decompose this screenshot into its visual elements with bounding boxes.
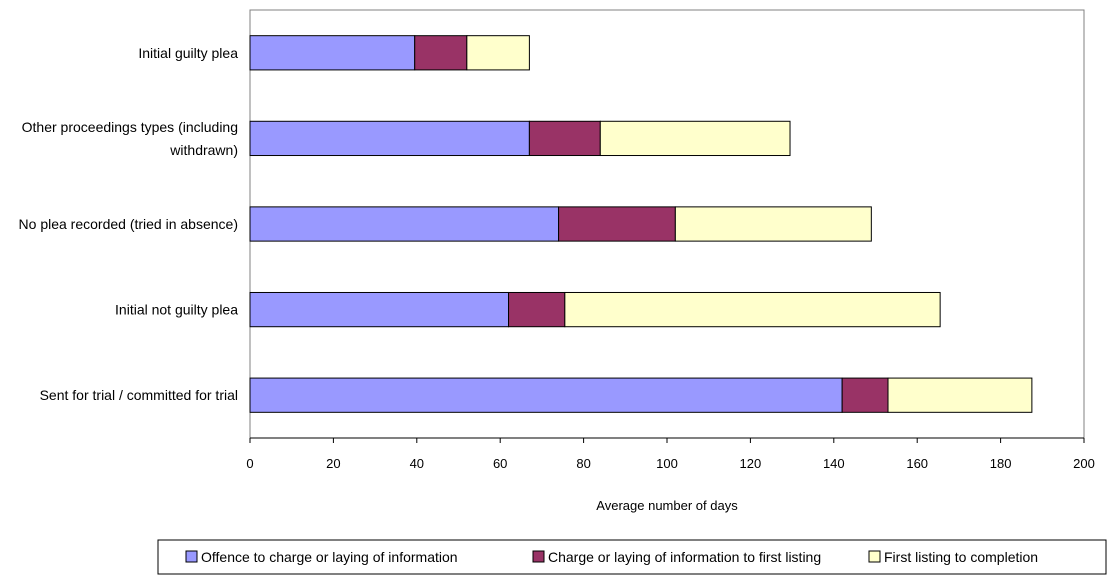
category-label-line: withdrawn) [169,142,238,158]
legend-label-3: First listing to completion [884,549,1038,565]
bar-segment-5-series-1 [249,377,843,413]
bar-segment-4-series-3 [564,291,941,328]
bar-segment-2-series-3 [599,120,791,157]
bar-segment-4-series-2 [508,291,566,328]
legend-swatch-2 [532,550,545,563]
x-tick-label: 160 [906,456,928,471]
bar-segment-4-series-1 [249,291,510,328]
bar-segment-3-series-1 [249,206,560,242]
category-labels: Initial guilty plea Other proceedings typ… [19,45,239,403]
bar-segment-1-series-1 [249,35,416,71]
bar-segment-3-series-2 [558,206,676,242]
x-tick-label: 60 [493,456,507,471]
category-label-4: Initial not guilty plea [115,302,238,318]
legend-label-1: Offence to charge or laying of informati… [201,549,458,565]
legend: Offence to charge or laying of informati… [157,539,1107,575]
category-label-3: No plea recorded (tried in absence) [19,216,238,232]
category-label-line: Sent for trial / committed for trial [40,387,238,403]
x-tick-label: 120 [740,456,762,471]
x-tick-label: 180 [990,456,1012,471]
legend-frame [157,539,1107,575]
category-label-5: Sent for trial / committed for trial [40,387,238,403]
category-label-line: Initial guilty plea [138,45,238,61]
bar-segment-2-series-2 [528,120,601,157]
category-label-line: No plea recorded (tried in absence) [19,216,238,232]
bar-segment-2-series-1 [249,120,530,157]
category-label-line: Other proceedings types (including [22,119,238,135]
bar-segment-5-series-3 [887,377,1033,413]
bar-segment-1-series-3 [466,35,530,71]
bar-segment-3-series-3 [674,206,872,242]
category-label-line: Initial not guilty plea [115,302,238,318]
x-tick-label: 80 [576,456,590,471]
x-tick-label: 20 [326,456,340,471]
legend-label-2: Charge or laying of information to first… [548,549,821,565]
x-tick-label: 100 [656,456,678,471]
x-tick-label: 140 [823,456,845,471]
legend-swatch-3 [868,550,881,563]
x-tick-label: 40 [410,456,424,471]
bar-segment-5-series-2 [841,377,889,413]
bar-segment-1-series-2 [414,35,468,71]
x-tick-label: 0 [246,456,253,471]
x-tick-label: 200 [1073,456,1095,471]
bars-layer [249,35,1033,413]
x-axis-title: Average number of days [596,498,738,513]
category-label-2: Other proceedings types (including withdr… [22,119,238,158]
legend-swatch-1 [185,550,198,563]
x-axis: 0 20 40 60 80 100 120 140 160 180 200 [246,437,1095,471]
category-label-1: Initial guilty plea [138,45,238,61]
